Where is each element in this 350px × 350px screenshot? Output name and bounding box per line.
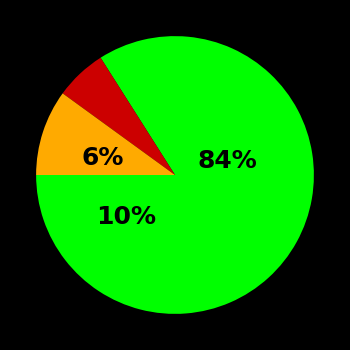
Wedge shape	[36, 36, 314, 314]
Wedge shape	[63, 58, 175, 175]
Wedge shape	[36, 93, 175, 175]
Text: 6%: 6%	[82, 146, 124, 170]
Text: 84%: 84%	[198, 149, 258, 173]
Text: 10%: 10%	[96, 205, 156, 229]
